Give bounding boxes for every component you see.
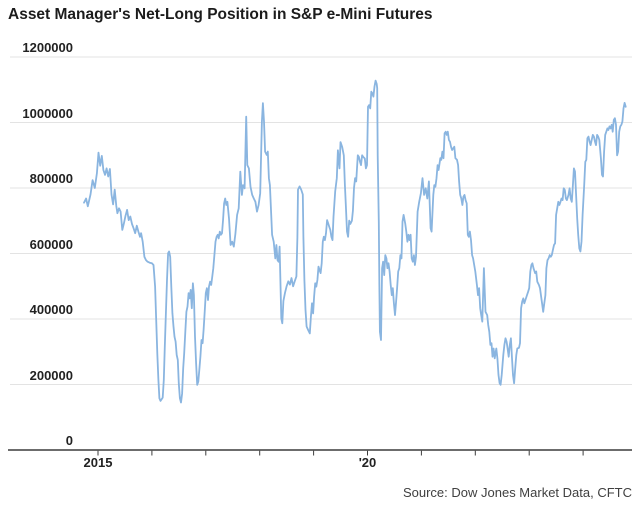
x-axis-label: '20 [358, 455, 377, 470]
y-axis-label: 1200000 [22, 40, 73, 55]
y-axis-label: 1000000 [22, 105, 73, 121]
source-note: Source: Dow Jones Market Data, CFTC [402, 485, 632, 500]
y-axis-label: 600000 [29, 236, 73, 252]
x-axis-label: 2015 [83, 455, 113, 470]
y-axis-label: 0 [65, 433, 73, 448]
net-long-position-line [83, 79, 627, 404]
chart-title: Asset Manager's Net-Long Position in S&P… [8, 6, 433, 23]
y-axis-label: 800000 [29, 171, 73, 186]
y-axis-label: 400000 [29, 302, 73, 317]
y-axis-label: 200000 [29, 367, 73, 383]
